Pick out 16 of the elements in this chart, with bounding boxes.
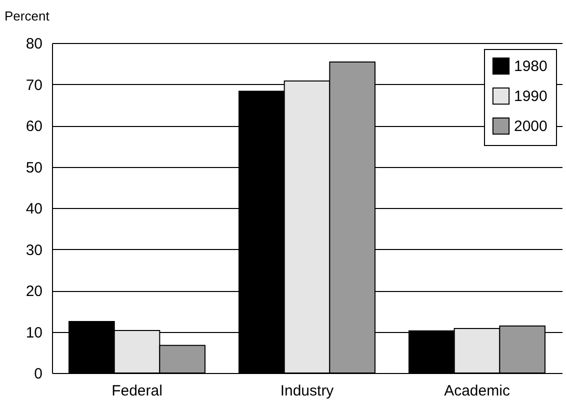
y-tick-label: 50	[26, 159, 42, 176]
legend-label: 1980	[514, 58, 548, 75]
y-tick-label: 20	[26, 283, 42, 300]
legend-label: 2000	[514, 118, 548, 135]
x-tick-label: Industry	[280, 382, 334, 400]
y-tick-label: 80	[26, 36, 42, 52]
y-axis-title: Percent	[4, 8, 50, 24]
y-tick-label: 60	[26, 118, 42, 135]
y-tick-label: 0	[34, 366, 42, 382]
y-tick-label: 30	[26, 242, 42, 259]
y-tick-label: 10	[26, 324, 42, 342]
y-tick-label: 70	[26, 76, 42, 94]
y-tick-label: 40	[26, 200, 42, 218]
legend-label: 1990	[514, 88, 548, 105]
x-tick-label: Federal	[112, 382, 162, 400]
x-tick-label: Academic	[444, 382, 510, 400]
